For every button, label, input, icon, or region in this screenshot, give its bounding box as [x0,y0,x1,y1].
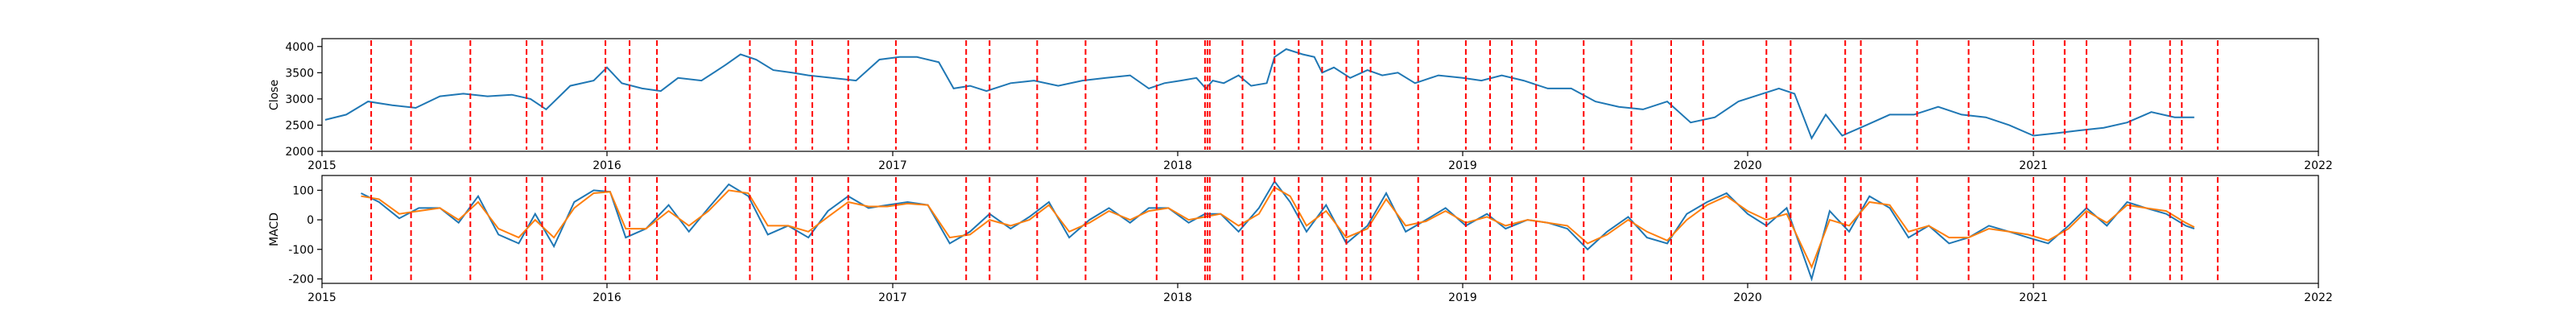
x-tick-label: 2016 [592,291,621,304]
series-line-1 [361,186,2195,270]
y-tick-label: 3500 [285,67,314,80]
x-tick-label: 2019 [1448,291,1477,304]
x-tick-label: 2020 [1733,291,1762,304]
series-line-0 [324,47,2194,140]
x-tick-label: 2015 [308,291,336,304]
y-tick-label: 0 [307,214,314,227]
plot-frame [321,175,2319,284]
x-tick-label: 2018 [1163,159,1192,172]
y-tick-label: 100 [292,184,314,197]
x-tick-label: 2017 [878,291,907,304]
x-tick-label: 2017 [878,159,907,172]
x-tick-label: 2021 [2019,291,2048,304]
x-tick-label: 2022 [2304,159,2333,172]
close-price-panel: 2015 2016 2017 2018 2019 2020 2021 2022 2000 2500… [268,38,2333,172]
x-tick-label: 2016 [592,159,621,172]
y-tick-label: 2000 [285,146,314,159]
y-axis-label: Close [268,80,281,110]
y-tick-label: 2500 [285,119,314,132]
x-tick-label: 2019 [1448,159,1477,172]
y-tick-label: -200 [288,273,314,286]
series-line-0 [361,180,2195,282]
plot-frame [321,38,2319,152]
y-axis-label: MACD [268,213,281,246]
x-tick-label: 2022 [2304,291,2333,304]
x-tick-label: 2021 [2019,159,2048,172]
x-tick-label: 2015 [308,159,336,172]
x-tick-label: 2020 [1733,159,1762,172]
x-tick-label: 2018 [1163,291,1192,304]
y-tick-label: -100 [288,244,314,257]
y-tick-label: 4000 [285,41,314,54]
y-tick-label: 3000 [285,93,314,106]
macd-panel: 2015 2016 2017 2018 2019 2020 2021 2022 -200 -100… [268,175,2333,304]
